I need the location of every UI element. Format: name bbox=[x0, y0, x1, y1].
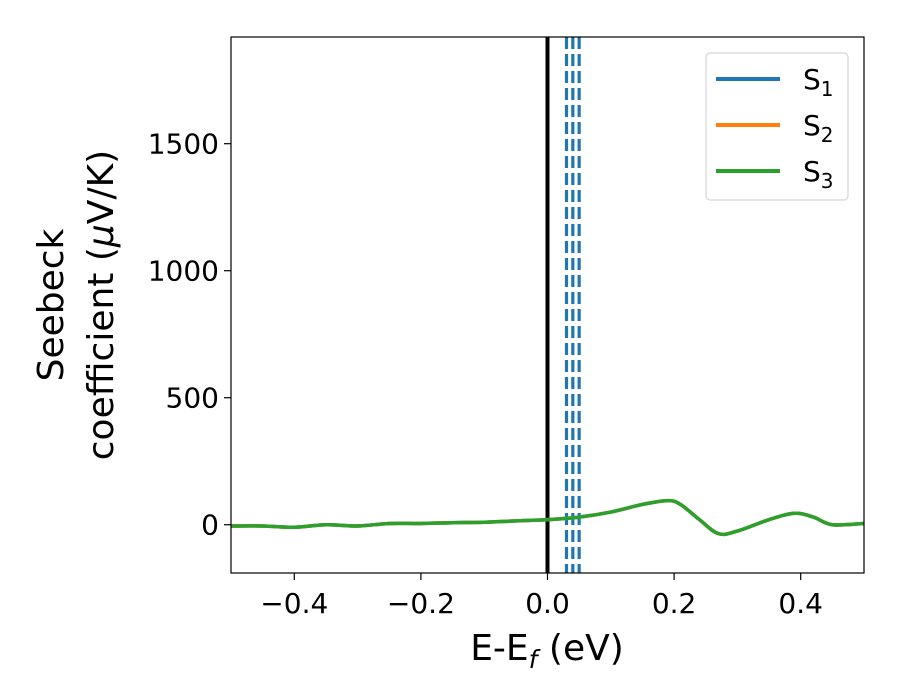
y-axis-label-line2: coefficient (μV/K) bbox=[81, 150, 122, 460]
x-axis-label: E-Ef (eV) bbox=[470, 628, 624, 674]
plot-area bbox=[231, 37, 864, 573]
x-tick-label: 0.0 bbox=[525, 587, 570, 620]
x-tick-label: −0.2 bbox=[387, 587, 455, 620]
y-axis-label: Seebeck coefficient (μV/K) bbox=[31, 150, 122, 460]
x-tick-label: 0.4 bbox=[778, 587, 823, 620]
x-tick-label: 0.2 bbox=[652, 587, 697, 620]
y-tick-label: 1500 bbox=[148, 128, 219, 161]
legend-label-s3: S3 bbox=[803, 155, 834, 193]
y-tick-label: 0 bbox=[201, 509, 219, 542]
axis-ticks: −0.4 −0.2 0.0 0.2 0.4 0 500 1000 1500 bbox=[148, 128, 823, 620]
x-tick-label: −0.4 bbox=[260, 587, 328, 620]
legend: S1 S2 S3 bbox=[705, 52, 849, 201]
y-tick-label: 1000 bbox=[148, 255, 219, 288]
y-axis-label-line1: Seebeck bbox=[31, 228, 72, 381]
legend-label-s2: S2 bbox=[803, 109, 834, 147]
legend-label-s1: S1 bbox=[803, 63, 834, 101]
y-tick-label: 500 bbox=[166, 382, 219, 415]
series-line-s3 bbox=[231, 498, 864, 537]
